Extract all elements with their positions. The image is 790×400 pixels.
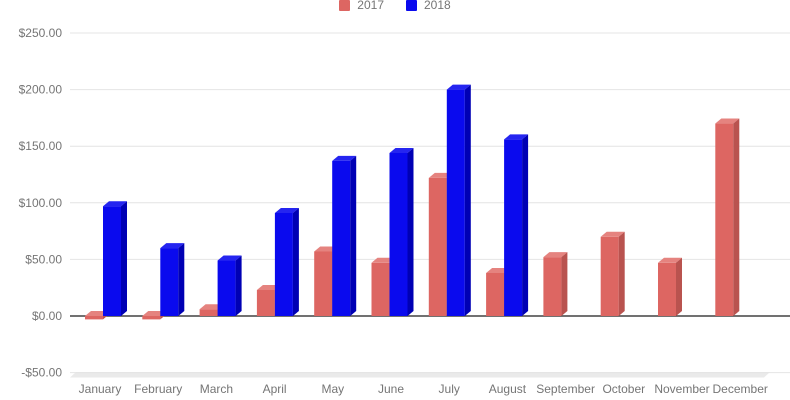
bar-front-face [658, 262, 676, 316]
chart-legend: 2017 2018 [0, 0, 790, 12]
bar-2018-may[interactable] [332, 155, 357, 316]
legend-label-2017: 2017 [357, 0, 384, 12]
y-axis-label: -$50.00 [21, 366, 62, 380]
bar-side-face [350, 155, 357, 316]
bar-side-face [522, 134, 529, 316]
legend-swatch-2018 [406, 0, 417, 11]
bar-front-face [504, 139, 523, 316]
bar-top-face [103, 201, 127, 207]
bar-top-face [217, 255, 242, 261]
bar-front-face [199, 309, 218, 316]
x-axis-label-april: April [263, 382, 287, 396]
legend-label-2018: 2018 [424, 0, 451, 12]
bar-front-face [314, 251, 333, 316]
x-axis-label-july: July [439, 382, 460, 396]
bar-front-face [103, 206, 121, 316]
bar-top-face [715, 118, 740, 124]
bar-2018-august[interactable] [504, 134, 529, 316]
x-axis-label-may: May [321, 382, 344, 396]
bar-side-face [121, 201, 127, 316]
x-axis-label-september: September [536, 382, 595, 396]
y-axis-label: $250.00 [19, 26, 63, 40]
x-axis-label-august: August [489, 382, 527, 396]
bar-2017-october[interactable] [600, 231, 625, 316]
legend-item-2018[interactable]: 2018 [406, 0, 451, 11]
bar-2018-april[interactable] [274, 207, 299, 316]
x-axis-label-june: June [378, 382, 404, 396]
bar-front-face [428, 177, 447, 316]
bar-side-face [464, 84, 471, 316]
bar-front-face [715, 123, 734, 316]
bar-front-face [600, 236, 619, 316]
x-axis-label-october: October [602, 382, 645, 396]
x-axis-label-december: December [713, 382, 768, 396]
bar-top-face [446, 84, 471, 90]
bar-side-face [178, 243, 185, 316]
bar-2017-december[interactable] [715, 118, 740, 316]
bar-front-face [371, 262, 390, 316]
bar-2018-january[interactable] [103, 201, 127, 316]
bar-front-face [160, 248, 179, 316]
chart-floor [70, 372, 770, 378]
bar-2017-september[interactable] [543, 252, 568, 316]
bar-front-face [85, 316, 103, 320]
y-axis-label: $100.00 [19, 196, 63, 210]
bar-2018-june[interactable] [389, 147, 414, 316]
y-axis-label: $0.00 [32, 309, 62, 323]
bar-front-face [446, 89, 465, 316]
bar-2017-november[interactable] [658, 257, 682, 316]
x-axis-label-march: March [200, 382, 233, 396]
bar-front-face [142, 316, 161, 320]
y-axis-label: $150.00 [19, 139, 63, 153]
bar-front-face [274, 212, 293, 316]
bar-top-face [332, 155, 357, 161]
bar-2018-february[interactable] [160, 243, 185, 316]
bar-side-face [235, 255, 242, 316]
legend-item-2017[interactable]: 2017 [339, 0, 384, 11]
y-axis-label: $50.00 [25, 252, 62, 266]
bar-side-face [618, 231, 625, 316]
bar-front-face [217, 260, 236, 316]
bar-side-face [733, 118, 740, 316]
bar-2018-july[interactable] [446, 84, 471, 316]
y-axis-label: $200.00 [19, 83, 63, 97]
bar-top-face [274, 207, 299, 213]
bar-front-face [486, 272, 505, 316]
bar-top-face [600, 231, 625, 237]
bar-side-face [561, 252, 568, 316]
x-axis-label-february: February [134, 382, 182, 396]
bar-front-face [256, 289, 275, 316]
legend-swatch-2017 [339, 0, 351, 11]
bar-side-face [407, 147, 414, 316]
x-axis-label-november: November [654, 382, 709, 396]
bar-top-face [160, 243, 185, 249]
bar-side-face [292, 207, 299, 316]
bar-side-face [676, 257, 682, 316]
bar-front-face [332, 160, 351, 316]
bar-top-face [504, 134, 529, 140]
bar-2018-march[interactable] [217, 255, 242, 316]
bar-front-face [543, 257, 562, 316]
x-axis-label-january: January [79, 382, 122, 396]
bar-top-face [543, 252, 568, 258]
bar-top-face [389, 147, 414, 153]
bar-front-face [389, 152, 408, 316]
bar-top-face [658, 257, 682, 263]
